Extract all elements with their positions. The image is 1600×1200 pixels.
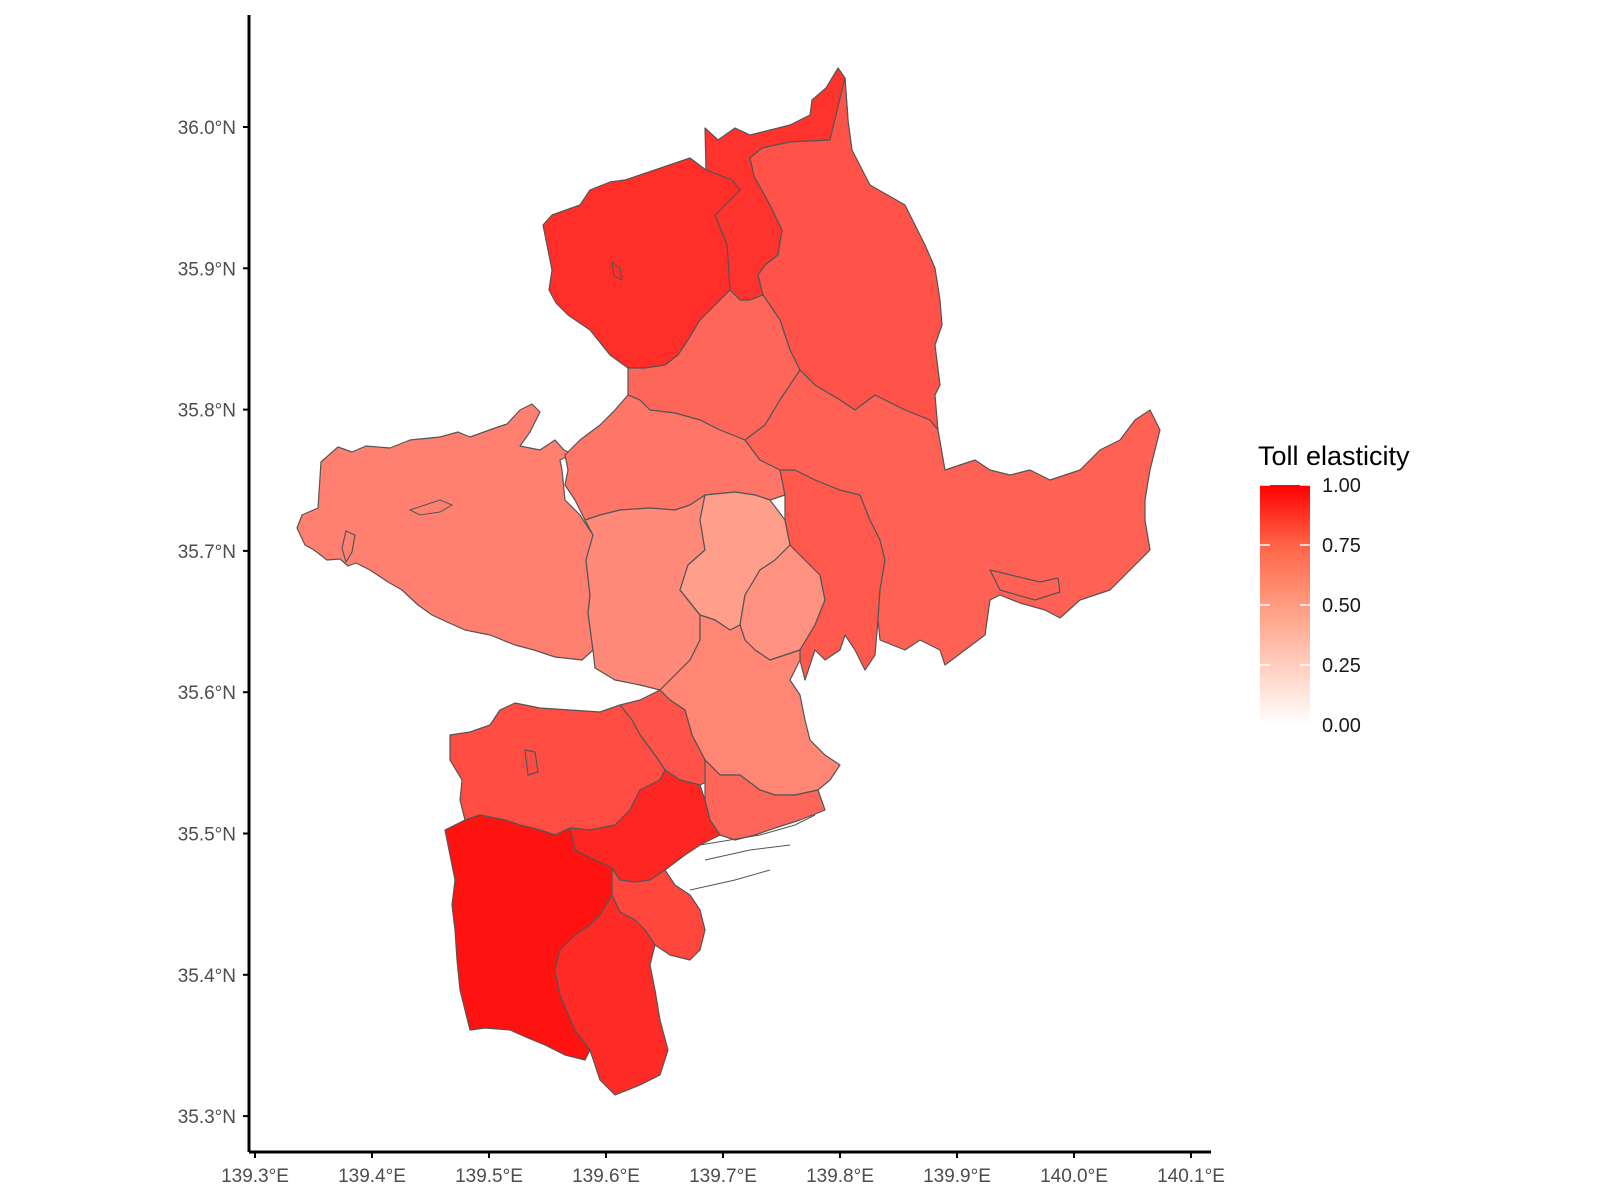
legend-label: 0.25 [1322, 655, 1361, 677]
legend-label: 0.00 [1322, 715, 1361, 737]
legend-title: Toll elasticity [1258, 441, 1410, 471]
x-tick-label: 140.0°E [1040, 1166, 1108, 1187]
y-tick-label: 36.0°N [178, 118, 236, 139]
y-axis: 36.0°N 35.9°N 35.8°N 35.7°N 35.6°N 35.5°N 35.4… [178, 15, 251, 1152]
x-tick-label: 139.9°E [923, 1166, 991, 1187]
legend-label: 0.50 [1322, 595, 1361, 617]
port-pier-lines [689, 814, 816, 891]
x-tick-label: 139.7°E [689, 1166, 757, 1187]
map-regions [296, 67, 1161, 1096]
x-tick-label: 139.4°E [338, 1166, 406, 1187]
island-outline [611, 260, 623, 281]
y-tick-label: 35.6°N [178, 683, 236, 704]
region-west-tama [296, 403, 594, 661]
x-axis: 139.3°E 139.4°E 139.5°E 139.6°E 139.7°E 139.8… [221, 1150, 1225, 1187]
y-tick-label: 35.4°N [178, 966, 236, 987]
x-tick-label: 140.1°E [1157, 1166, 1225, 1187]
lake-outline [408, 499, 454, 516]
x-tick-label: 139.8°E [806, 1166, 874, 1187]
y-axis-ticks: 36.0°N 35.9°N 35.8°N 35.7°N 35.6°N 35.5°N 35.4… [178, 118, 249, 1128]
x-tick-label: 139.3°E [221, 1166, 289, 1187]
y-tick-label: 35.5°N [178, 825, 236, 846]
y-tick-label: 35.3°N [178, 1107, 236, 1128]
x-axis-ticks: 139.3°E 139.4°E 139.5°E 139.6°E 139.7°E 139.8… [221, 1152, 1225, 1187]
region-yokohama-south [554, 894, 669, 1096]
legend: Toll elasticity 1.00 0.75 0.50 0.25 0.00 [1258, 441, 1410, 737]
y-tick-label: 35.7°N [178, 542, 236, 563]
x-tick-label: 139.5°E [455, 1166, 523, 1187]
map-detail-lines [408, 260, 816, 891]
y-tick-label: 35.9°N [178, 259, 236, 280]
region-west-chiba [744, 369, 1161, 666]
legend-label: 0.75 [1322, 535, 1361, 557]
legend-label: 1.00 [1322, 475, 1361, 497]
x-tick-label: 139.6°E [572, 1166, 640, 1187]
legend-ticks: 1.00 0.75 0.50 0.25 0.00 [1260, 475, 1361, 737]
y-tick-label: 35.8°N [178, 401, 236, 422]
